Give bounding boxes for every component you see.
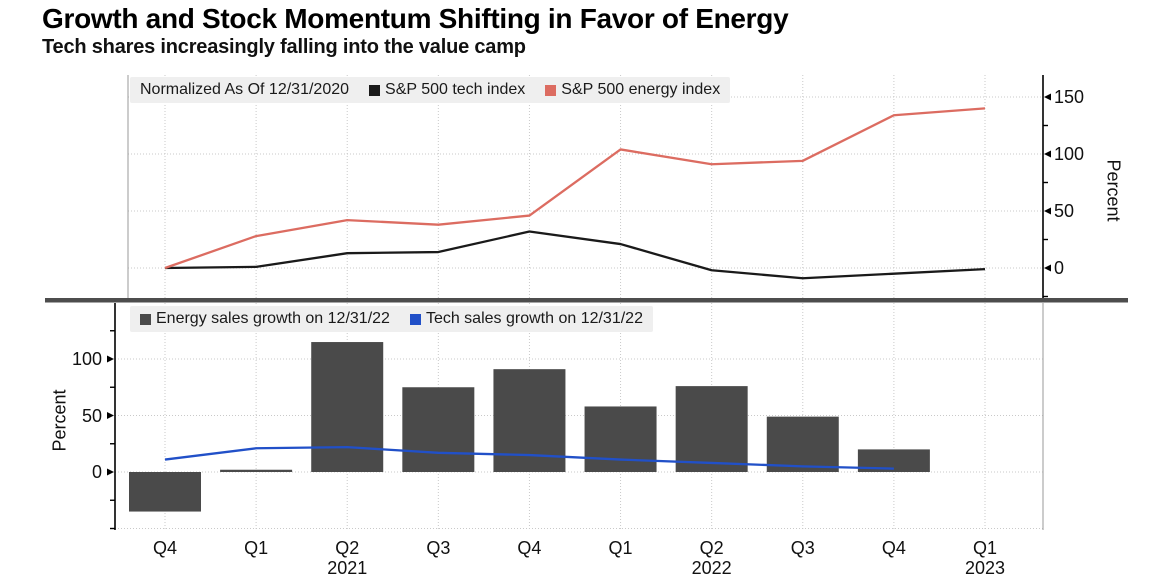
x-year-label: 2022 [691,558,732,574]
bar [584,406,657,472]
bar [220,469,293,472]
legend-note: Normalized As Of 12/31/2020 [140,81,350,98]
tech-index-swatch [369,84,381,96]
x-tick-label: Q2 [699,538,724,558]
major-tick [1044,150,1051,158]
y-tick-label: 0 [91,462,102,482]
major-tick [107,468,114,476]
legend-label-tech-index: S&P 500 tech index [385,81,526,98]
y-tick-label: 0 [1054,258,1065,278]
y-tick-label: 100 [71,349,102,369]
bar [675,386,748,472]
legend-label-energy-sales: Energy sales growth on 12/31/22 [156,310,390,327]
major-tick [1044,207,1051,215]
legend-entry-tech-index: S&P 500 tech index [369,81,525,99]
chart-title: Growth and Stock Momentum Shifting in Fa… [42,3,789,34]
bar [402,387,475,472]
x-tick-label: Q2 [335,538,360,558]
x-tick-label: Q1 [972,538,997,558]
x-tick-label: Q4 [881,538,906,558]
x-tick-label: Q1 [608,538,633,558]
bar [766,416,839,472]
legend-label-energy-index: S&P 500 energy index [561,81,721,98]
bar [129,472,201,512]
x-tick-label: Q4 [517,538,542,558]
x-tick-label: Q3 [426,538,451,558]
bottom-axis-title: Percent [49,389,70,452]
y-tick-label: 150 [1054,87,1085,107]
energy-index-swatch [545,84,557,96]
major-tick [1044,93,1051,101]
x-year-label: 2023 [964,558,1005,574]
major-tick [107,412,114,419]
legend-note-entry: Normalized As Of 12/31/2020 [140,81,349,99]
line-series [164,107,986,270]
x-tick-label: Q4 [152,538,177,558]
y-tick-label: 50 [81,405,102,426]
tech-sales-swatch [409,313,421,325]
line-series [164,445,894,470]
bar [311,342,384,472]
legend-entry-energy-index: S&P 500 energy index [545,81,720,99]
bar [857,449,930,472]
major-tick [1044,264,1051,272]
top-legend: Normalized As Of 12/31/2020 S&P 500 tech… [130,77,731,103]
line-series [164,230,986,280]
x-year-label: 2021 [327,558,368,574]
legend-entry-tech-sales: Tech sales growth on 12/31/22 [409,310,643,328]
x-tick-label: Q1 [244,538,269,558]
legend-label-tech-sales: Tech sales growth on 12/31/22 [425,310,643,327]
bottom-legend: Energy sales growth on 12/31/22 Tech sal… [130,306,653,332]
chart-subtitle: Tech shares increasingly falling into th… [42,36,526,58]
y-tick-label: 50 [1054,201,1075,221]
panel-divider [45,298,1128,303]
major-tick [107,355,114,363]
y-tick-label: 100 [1054,144,1085,164]
x-tick-label: Q3 [790,538,815,558]
chart-header: Growth and Stock Momentum Shifting in Fa… [42,2,789,59]
top-axis-title: Percent [1103,159,1124,222]
energy-sales-swatch [140,313,151,325]
legend-entry-energy-sales: Energy sales growth on 12/31/22 [140,310,390,328]
